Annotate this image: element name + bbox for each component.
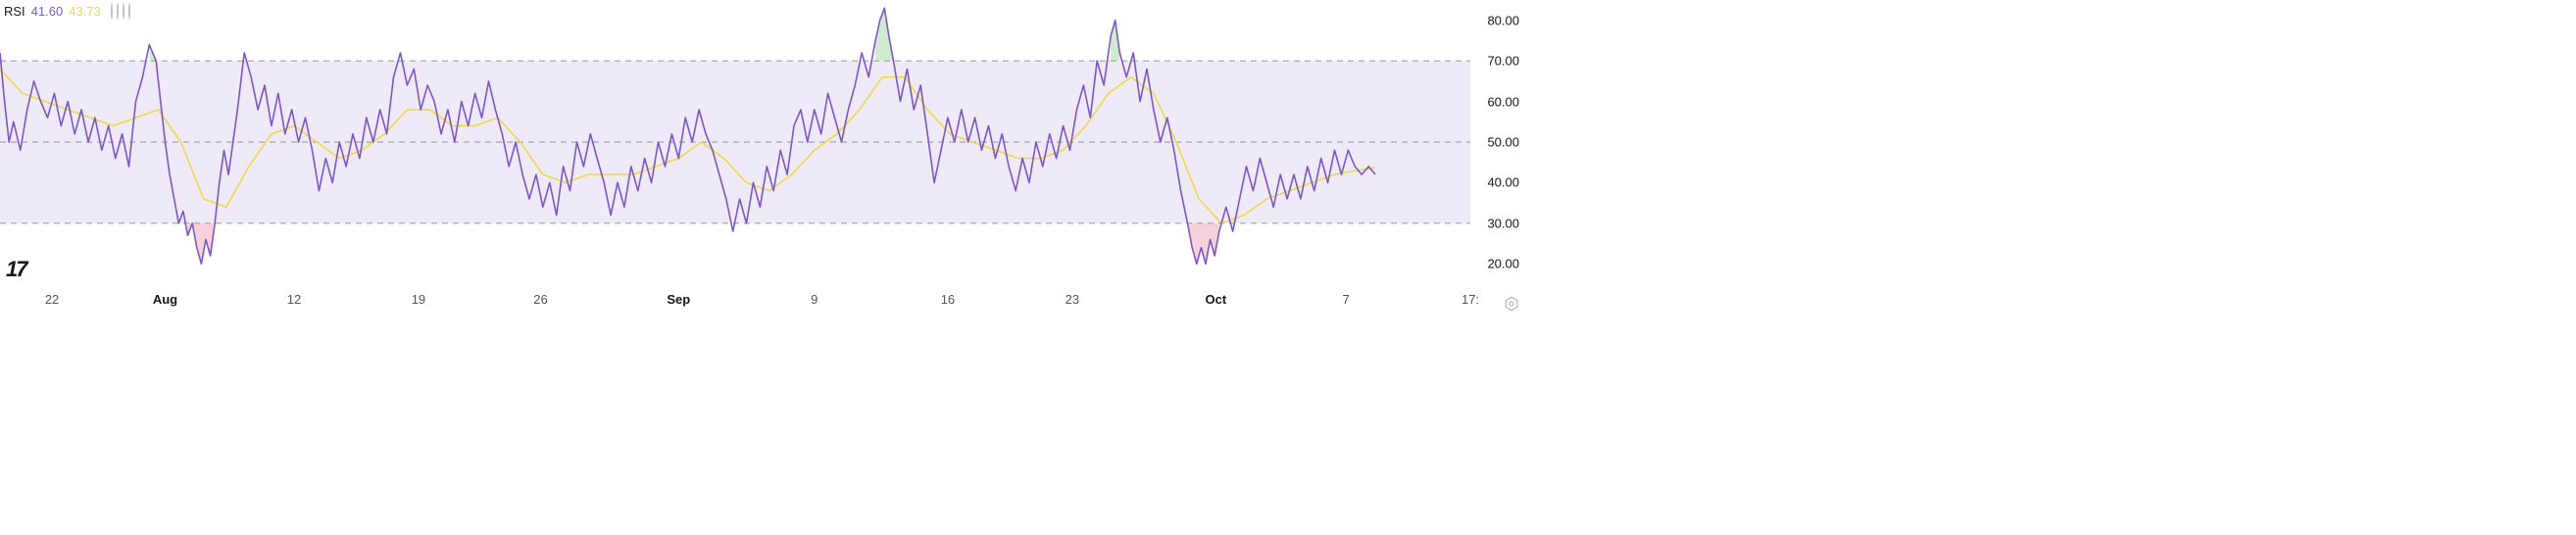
x-tick: 22	[45, 292, 59, 307]
x-tick: Oct	[1206, 292, 1227, 307]
y-tick: 80.00	[1487, 13, 1519, 27]
null-icon	[117, 3, 119, 20]
indicator-header[interactable]: RSI 41.60 43.73	[4, 4, 130, 19]
y-tick: 70.00	[1487, 54, 1519, 69]
y-axis: 20.00 30.00 40.00 50.00 60.00 70.00 80.00	[1470, 0, 1527, 284]
x-tick: 12	[287, 292, 301, 307]
indicator-value-2: 43.73	[69, 4, 101, 19]
x-tick: Aug	[153, 292, 177, 307]
tradingview-logo: 17	[6, 257, 25, 282]
settings-icon[interactable]	[1504, 296, 1519, 312]
x-tick: Sep	[667, 292, 690, 307]
null-icon	[123, 3, 124, 20]
x-tick: 7	[1342, 292, 1349, 307]
indicator-label: RSI	[4, 4, 25, 19]
x-tick: 19	[412, 292, 425, 307]
x-tick: 17:	[1461, 292, 1479, 307]
rsi-chart	[0, 0, 1470, 284]
y-tick: 40.00	[1487, 175, 1519, 190]
null-icon	[128, 3, 130, 20]
x-tick: 9	[811, 292, 817, 307]
y-tick: 30.00	[1487, 216, 1519, 230]
y-tick: 60.00	[1487, 94, 1519, 109]
x-tick: 23	[1065, 292, 1079, 307]
y-tick: 20.00	[1487, 257, 1519, 271]
x-tick: 26	[533, 292, 547, 307]
y-tick: 50.00	[1487, 135, 1519, 150]
x-axis: 22Aug121926Sep91623Oct717:	[0, 284, 1470, 317]
indicator-value-1: 41.60	[31, 4, 64, 19]
rsi-panel: RSI 41.60 43.73 20.00 30.00 40.00 50.00 60.0…	[0, 0, 1527, 317]
x-tick: 16	[941, 292, 955, 307]
null-icon	[111, 3, 113, 20]
